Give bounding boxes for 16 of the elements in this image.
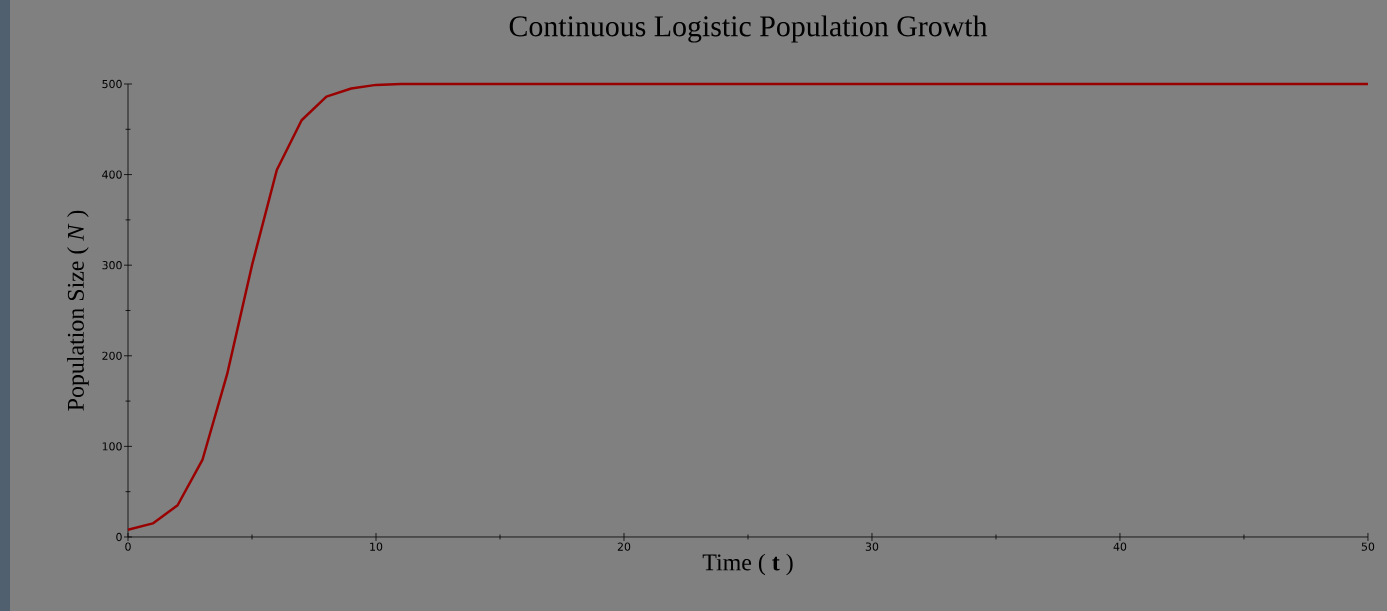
x-tick-label: 30 bbox=[865, 542, 879, 551]
chart-title: Continuous Logistic Population Growth bbox=[509, 15, 988, 43]
y-tick-label: 500 bbox=[102, 79, 122, 89]
x-tick-label: 10 bbox=[370, 542, 383, 551]
y-tick-label: 0 bbox=[116, 532, 122, 542]
y-tick-label: 300 bbox=[102, 261, 122, 270]
line-series bbox=[126, 82, 1370, 531]
y-tick-label: 400 bbox=[102, 170, 122, 179]
x-tick-label: 50 bbox=[1361, 542, 1375, 551]
y-axis-title: Population Size ( N ) bbox=[67, 210, 89, 411]
x-axis-title: Time ( t ) bbox=[702, 553, 793, 576]
x-tick-label: 20 bbox=[617, 542, 631, 551]
x-tick-label: 0 bbox=[125, 542, 131, 551]
x-tick-label: 40 bbox=[1113, 542, 1127, 551]
y-tick-label: 200 bbox=[102, 351, 122, 360]
y-tick-label: 100 bbox=[102, 442, 122, 451]
